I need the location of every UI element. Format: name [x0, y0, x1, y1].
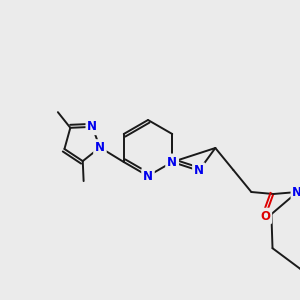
Text: N: N [194, 164, 204, 177]
Text: N: N [95, 141, 105, 154]
Text: N: N [167, 155, 177, 169]
Text: N: N [292, 185, 300, 199]
Text: N: N [143, 169, 153, 182]
Text: N: N [87, 120, 97, 134]
Text: O: O [260, 209, 270, 223]
Text: N: N [167, 155, 177, 169]
